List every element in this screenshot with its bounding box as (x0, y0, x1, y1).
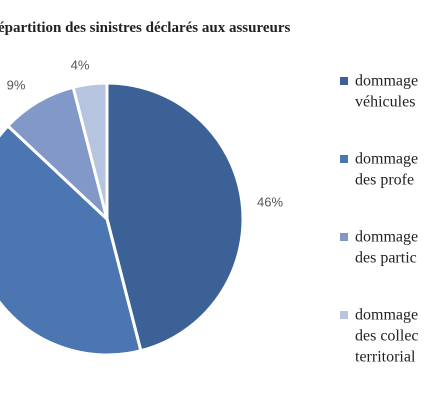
pie-slice (71, 81, 109, 220)
legend-label: dommage (355, 73, 418, 90)
legend-swatch (340, 155, 348, 163)
legend-label: dommage (355, 151, 418, 168)
data-label: 46% (257, 194, 283, 209)
legend-label: véhicules (355, 94, 415, 111)
data-label: 4% (71, 57, 90, 72)
legend-label: territorial (355, 349, 416, 366)
legend-swatch (340, 77, 348, 85)
legend-label: des profe (355, 172, 414, 189)
legend-label: des collec (355, 328, 419, 345)
legend-swatch (340, 311, 348, 319)
chart-title: épartition des sinistres déclarés aux as… (0, 20, 291, 36)
legend-swatch (340, 233, 348, 241)
data-label: 9% (7, 77, 26, 92)
legend-label: dommage (355, 307, 418, 324)
pie-slice (0, 123, 143, 357)
pie-slice (105, 81, 245, 353)
legend-label: dommage (355, 229, 418, 246)
legend-label: des partic (355, 250, 417, 267)
